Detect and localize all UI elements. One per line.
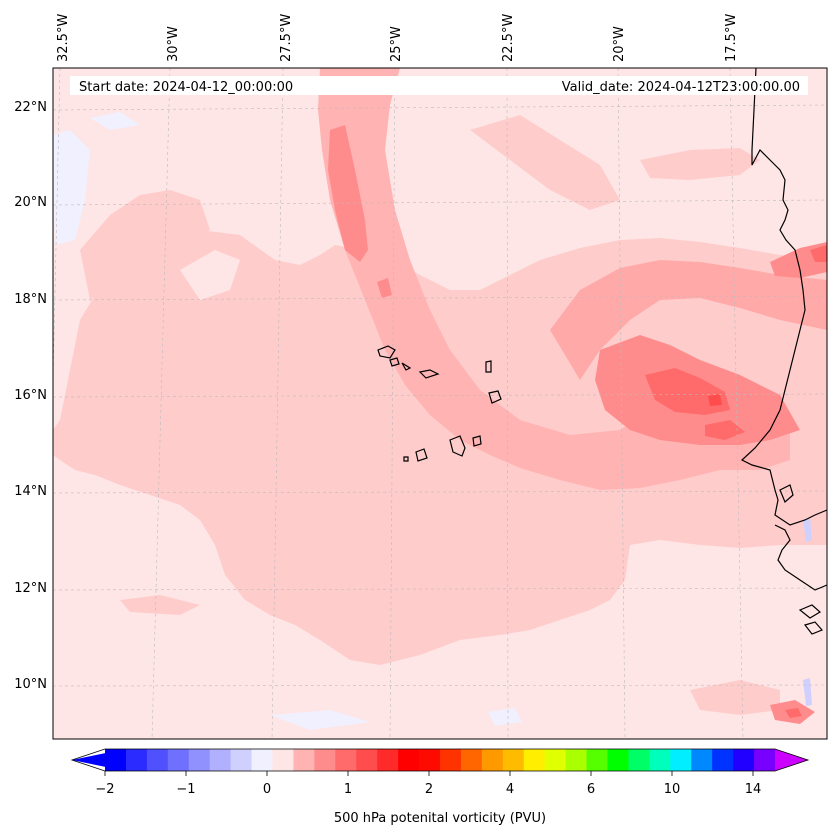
colorbar-cell: [398, 749, 420, 771]
colorbar-cell: [419, 749, 441, 771]
cape-verde-islands: [377, 345, 502, 462]
pv-wisp: [80, 190, 210, 300]
lon-tick: 22.5°W: [501, 14, 516, 62]
colorbar-cell: [209, 749, 232, 771]
colorbar-cell: [502, 749, 525, 771]
pv-eastern-band: [550, 260, 827, 380]
colorbar-cells: [105, 749, 776, 771]
colorbar-tick-label: 10: [664, 782, 681, 797]
colorbar-cell: [565, 749, 588, 771]
colorbar-cell: [167, 749, 190, 771]
africa-coastline: [798, 604, 822, 619]
africa-coastline: [803, 621, 824, 635]
pv-contour-fields: [53, 68, 827, 739]
pv-negative-patch: [53, 130, 90, 245]
pv-northeast-max: [810, 245, 827, 262]
colorbar-cell: [356, 749, 378, 771]
pv-streamer-band: [318, 68, 790, 490]
pv-negative-patch: [90, 112, 140, 130]
lat-tick: 18°N: [14, 292, 47, 307]
colorbar-tick-label: 0: [263, 782, 271, 797]
colorbar-cell: [628, 749, 650, 771]
pv-streamer-core: [328, 125, 368, 262]
pv-negative-patch: [488, 708, 522, 726]
colorbar-cell: [733, 749, 755, 771]
colorbar-tick-label: 4: [506, 782, 514, 797]
valid-date-label: Valid_date: 2024-04-12T23:00:00.00: [562, 80, 800, 95]
colorbar-title: 500 hPa potenital vorticity (PVU): [334, 811, 546, 826]
lon-tick: 27.5°W: [279, 14, 294, 62]
colorbar-tick-label: 14: [745, 782, 762, 797]
pv-wisp: [470, 115, 620, 210]
lat-tick: 20°N: [14, 195, 47, 210]
pv-wisp: [640, 148, 760, 180]
graticule: [53, 68, 827, 739]
colorbar-cell: [712, 749, 734, 771]
colorbar-cell: [481, 749, 504, 771]
lat-tick: 14°N: [14, 484, 47, 499]
colorbar-ticks: [104, 771, 754, 776]
colorbar-cell: [125, 749, 148, 771]
lon-tick: 20°W: [612, 26, 627, 62]
pv-eastern-core: [645, 368, 730, 415]
lat-tick: 16°N: [14, 388, 47, 403]
colorbar-cell: [523, 749, 546, 771]
colorbar-cell: [251, 749, 273, 771]
pv-streamer-core: [377, 278, 392, 298]
colorbar-cell: [188, 749, 211, 771]
colorbar-cell: [544, 749, 567, 771]
colorbar-tick-label: 6: [587, 782, 595, 797]
colorbar-cell: [146, 749, 169, 771]
colorbar-cell: [105, 749, 127, 771]
colorbar-tick-label: 2: [425, 782, 433, 797]
colorbar-cell: [377, 749, 399, 771]
pv-eastern-core: [708, 394, 722, 406]
pv-eastern-core: [705, 420, 745, 440]
info-banner: [70, 76, 808, 95]
africa-coastline: [740, 68, 827, 526]
colorbar-cell: [691, 749, 713, 771]
pv-southeast-max: [785, 708, 802, 718]
colorbar-cell: [607, 749, 629, 771]
lon-tick: 17.5°W: [724, 14, 739, 62]
latitude-ticks: 22°N 20°N 18°N 16°N 14°N 12°N 10°N: [14, 100, 47, 692]
lat-tick: 12°N: [14, 581, 47, 596]
colorbar-tick-label: −2: [95, 782, 114, 797]
colorbar-cell: [335, 749, 357, 771]
colorbar-cell: [586, 749, 608, 771]
lon-tick: 30°W: [166, 26, 181, 62]
map-frame: [52, 67, 828, 740]
lat-tick: 10°N: [14, 677, 47, 692]
pv-wisp: [690, 680, 780, 715]
longitude-ticks: 32.5°W 30°W 27.5°W 25°W 22.5°W 20°W 17.5…: [56, 14, 739, 62]
pv-negative-patch: [270, 710, 370, 730]
colorbar-cell: [293, 749, 315, 771]
pv-negative-patch: [803, 518, 812, 542]
colorbar-tick-label: 1: [344, 782, 352, 797]
colorbar-cell: [649, 749, 671, 771]
colorbar: −2 −1 0 1 2 4 6 10 14 500 hPa potenital …: [70, 748, 810, 826]
africa-coastline: [779, 484, 794, 504]
colorbar-tick-label: −1: [176, 782, 195, 797]
start-date-label: Start date: 2024-04-12_00:00:00: [79, 80, 293, 95]
pv-wisp: [120, 595, 200, 615]
colorbar-over-triangle: [775, 749, 808, 771]
colorbar-cell: [670, 749, 692, 771]
lon-tick: 32.5°W: [56, 14, 71, 62]
colorbar-cell: [460, 749, 483, 771]
colorbar-tick-labels: −2 −1 0 1 2 4 6 10 14: [95, 782, 761, 797]
pv-wisp: [180, 250, 240, 300]
lat-tick: 22°N: [14, 100, 47, 115]
colorbar-cell: [314, 749, 336, 771]
colorbar-cell: [754, 749, 776, 771]
colorbar-cell: [440, 749, 462, 771]
colorbar-cell: [230, 749, 253, 771]
africa-coastline: [774, 524, 827, 591]
colorbar-cell: [272, 749, 294, 771]
lon-tick: 25°W: [389, 26, 404, 62]
